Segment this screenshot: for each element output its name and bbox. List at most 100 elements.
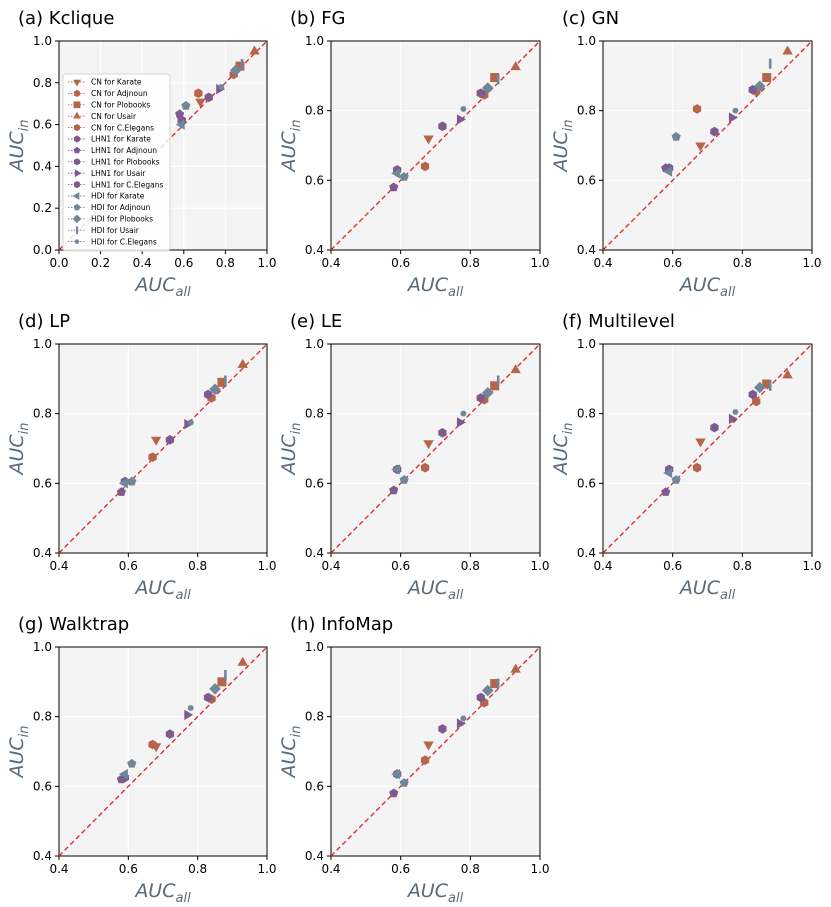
point-hdi-for-adjnoun — [399, 778, 409, 787]
legend-entry: LHN1 for Karate — [91, 135, 151, 144]
legend-marker — [72, 192, 80, 200]
legend-entry: HDI for C.Elegans — [91, 237, 157, 246]
y-tick-label: 0.6 — [305, 173, 324, 187]
x-tick-label: 0.8 — [733, 256, 752, 270]
x-tick-label: 0.8 — [188, 862, 207, 876]
x-tick-label: 0.4 — [321, 559, 340, 573]
y-axis-label: AUCin — [278, 725, 304, 779]
y-tick-label: 0.4 — [577, 243, 596, 257]
point-cn-for-usair — [237, 358, 248, 368]
x-tick-label: 0.8 — [461, 862, 480, 876]
point-lhn1-for-adjnoun — [389, 485, 399, 495]
point-lhn1-for-usair — [184, 709, 194, 721]
point-cn-for-usair — [782, 45, 793, 55]
point-lhn1-for-usair — [456, 417, 466, 428]
y-axis-label: AUCin — [6, 422, 32, 476]
y-axis-label: AUCin — [6, 119, 32, 173]
point-lhn1-for-usair — [728, 413, 738, 425]
point-cn-for-adjnoun — [420, 161, 430, 172]
x-axis-label: AUCall — [133, 577, 191, 603]
legend-entry: LHN1 for Adjnoun — [91, 146, 157, 155]
x-tick-label: 1.0 — [257, 862, 276, 876]
point-lhn1-for-plobooks — [710, 422, 719, 433]
legend-marker — [73, 146, 81, 154]
point-cn-for-usair — [782, 369, 793, 379]
point-lhn1-for-adjnoun — [389, 182, 399, 192]
legend-entry: CN for Adjnoun — [91, 89, 148, 98]
panel-title: (h) InfoMap — [290, 614, 393, 635]
y-tick-label: 0.6 — [577, 476, 596, 490]
diagonal-line — [602, 40, 813, 251]
panel-title: (b) FG — [290, 8, 346, 29]
point-cn-for-plobooks — [490, 679, 500, 689]
point-hdi-for-adjnoun — [127, 758, 137, 768]
point-hdi-for-c-elegans — [732, 107, 739, 114]
point-hdi-for-adjnoun — [399, 475, 409, 484]
legend-marker — [73, 79, 81, 87]
point-hdi-for-usair — [768, 380, 772, 391]
legend-entry: CN for C.Elegans — [91, 123, 154, 132]
x-tick-label: 0.6 — [663, 256, 682, 270]
point-cn-for-karate — [695, 142, 706, 152]
y-tick-label: 1.0 — [577, 34, 596, 48]
x-tick-label: 0.6 — [391, 862, 410, 876]
point-cn-for-plobooks — [235, 61, 245, 71]
point-lhn1-for-c-elegans — [203, 692, 213, 703]
panel-f-multilevel: 0.40.4 0.6 0.6 0.8 0.8 1.0 1.0 (f) Multilevel AU… — [550, 311, 822, 603]
point-cn-for-karate — [423, 135, 434, 145]
x-tick-label: 0.4 — [593, 559, 612, 573]
point-hdi-for-plobooks — [481, 684, 494, 697]
y-tick-label: 0.8 — [305, 710, 324, 724]
point-hdi-for-usair — [224, 375, 227, 386]
point-hdi-for-plobooks — [481, 387, 494, 399]
x-tick-label: 0.6 — [119, 559, 138, 573]
point-cn-for-adjnoun — [420, 462, 430, 473]
point-hdi-for-usair — [496, 74, 500, 85]
point-cn-for-plobooks — [217, 677, 227, 687]
point-hdi-for-karate — [391, 768, 401, 780]
point-hdi-for-karate — [391, 168, 401, 179]
point-cn-for-karate — [195, 98, 206, 108]
point-hdi-for-plobooks — [481, 82, 494, 94]
point-hdi-for-c-elegans — [732, 409, 739, 415]
point-cn-for-c-elegans — [752, 396, 761, 407]
diagonal-line — [330, 646, 541, 857]
point-hdi-for-karate — [118, 478, 128, 489]
point-lhn1-for-plobooks — [438, 121, 447, 132]
panel-title: (g) Walktrap — [18, 614, 129, 635]
legend-box — [62, 73, 171, 252]
x-tick-label: 1.0 — [530, 559, 549, 573]
point-hdi-for-karate — [118, 768, 128, 780]
legend-marker — [74, 239, 80, 244]
legend-entry: HDI for Usair — [91, 226, 140, 235]
y-tick-label: 1.0 — [305, 337, 324, 351]
point-lhn1-for-plobooks — [165, 729, 175, 739]
point-cn-for-adjnoun — [692, 104, 702, 114]
panel-title: (d) LP — [18, 311, 70, 332]
y-tick-label: 0.8 — [305, 407, 324, 421]
y-tick-label: 1.0 — [305, 34, 324, 48]
y-tick-label: 0.8 — [577, 104, 596, 118]
y-axis-label: AUCin — [278, 119, 304, 173]
x-tick-label: 0.8 — [216, 256, 235, 270]
y-tick-label: 0.8 — [33, 407, 52, 421]
y-tick-label: 1.0 — [577, 337, 596, 351]
x-tick-label: 0.4 — [593, 256, 612, 270]
x-tick-label: 0.6 — [391, 256, 410, 270]
point-cn-for-usair — [510, 364, 521, 374]
panel-title: (f) Multilevel — [562, 311, 675, 332]
point-lhn1-for-adjnoun — [116, 487, 126, 496]
diagonal-line — [330, 343, 541, 554]
point-hdi-for-c-elegans — [218, 84, 225, 90]
point-cn-for-usair — [510, 663, 521, 673]
y-tick-label: 0.0 — [33, 243, 52, 257]
point-hdi-for-plobooks — [209, 383, 221, 396]
x-tick-label: 0.8 — [461, 559, 480, 573]
y-tick-label: 0.6 — [577, 173, 596, 187]
panel-g-walktrap: 0.40.4 0.6 0.6 0.8 0.8 1.0 1.0 (g) Walktrap AUCa… — [6, 614, 277, 906]
legend-marker — [76, 226, 78, 234]
point-lhn1-for-c-elegans — [748, 85, 757, 95]
y-tick-label: 1.0 — [305, 640, 324, 654]
point-cn-for-usair — [510, 61, 521, 71]
